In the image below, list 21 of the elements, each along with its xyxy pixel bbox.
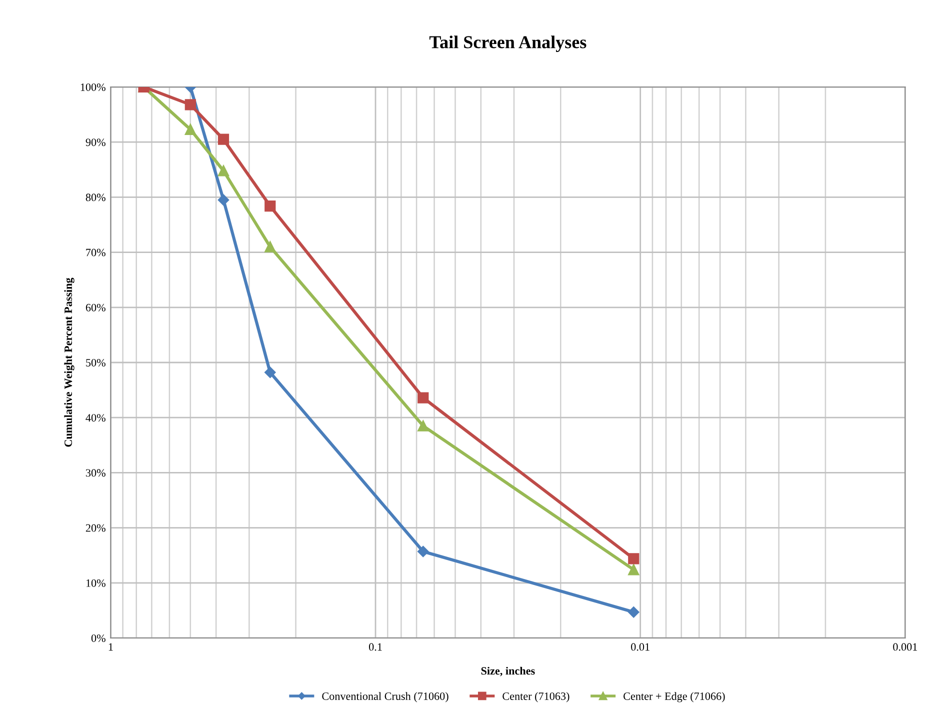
chart-title: Tail Screen Analyses <box>429 36 586 52</box>
x-tick-label: 0.1 <box>368 643 382 651</box>
y-tick-label: 80% <box>86 194 106 202</box>
y-tick-label: 50% <box>86 358 106 366</box>
x-axis-title: Size, inches <box>481 666 535 676</box>
y-tick-label: 70% <box>86 248 106 256</box>
y-tick-label: 0% <box>91 634 106 642</box>
x-tick-label: 0.01 <box>631 643 650 651</box>
y-tick-label: 40% <box>86 414 106 422</box>
legend-label: Center + Edge (71066) <box>624 692 725 702</box>
y-axis-title: Cumulative Weight Percent Passing <box>64 278 74 447</box>
y-tick-label: 10% <box>86 579 106 587</box>
y-tick-label: 90% <box>86 138 106 146</box>
x-tick-label: 1 <box>108 643 113 651</box>
y-tick-label: 100% <box>80 83 106 91</box>
x-tick-label: 0.001 <box>893 643 918 651</box>
legend-label: Conventional Crush (71060) <box>322 692 448 702</box>
y-tick-label: 20% <box>86 524 106 532</box>
legend-label: Center (71063) <box>502 692 570 702</box>
y-tick-label: 60% <box>86 304 106 312</box>
y-tick-label: 30% <box>86 469 106 477</box>
